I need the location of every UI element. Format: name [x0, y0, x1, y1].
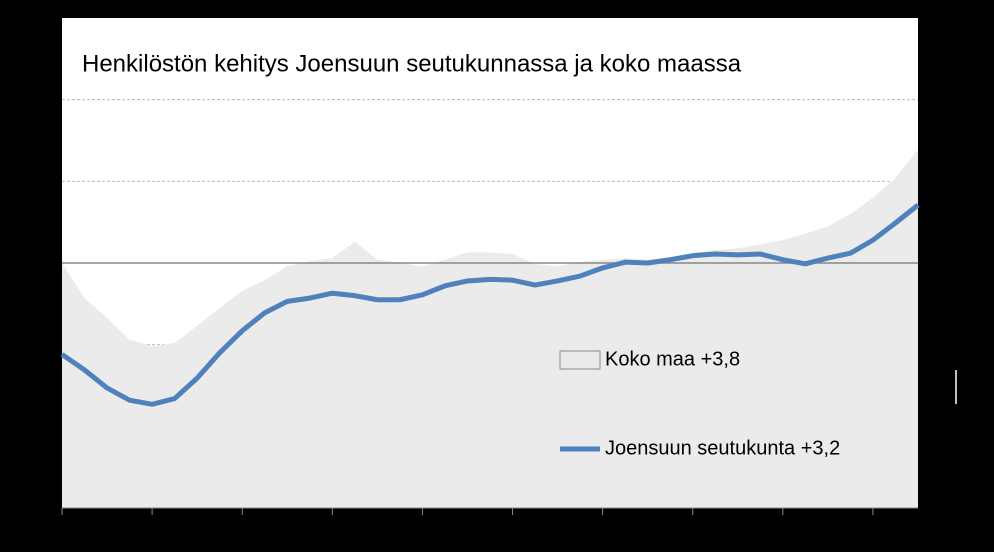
chart-title: Henkilöstön kehitys Joensuun seutukunnas…: [82, 50, 742, 77]
legend-swatch: [559, 350, 601, 370]
legend-label: Koko maa +3,8: [605, 348, 740, 370]
area: [62, 149, 918, 508]
line: [60, 203, 920, 407]
legend-label: Joensuun seutukunta +3,2: [605, 437, 840, 459]
